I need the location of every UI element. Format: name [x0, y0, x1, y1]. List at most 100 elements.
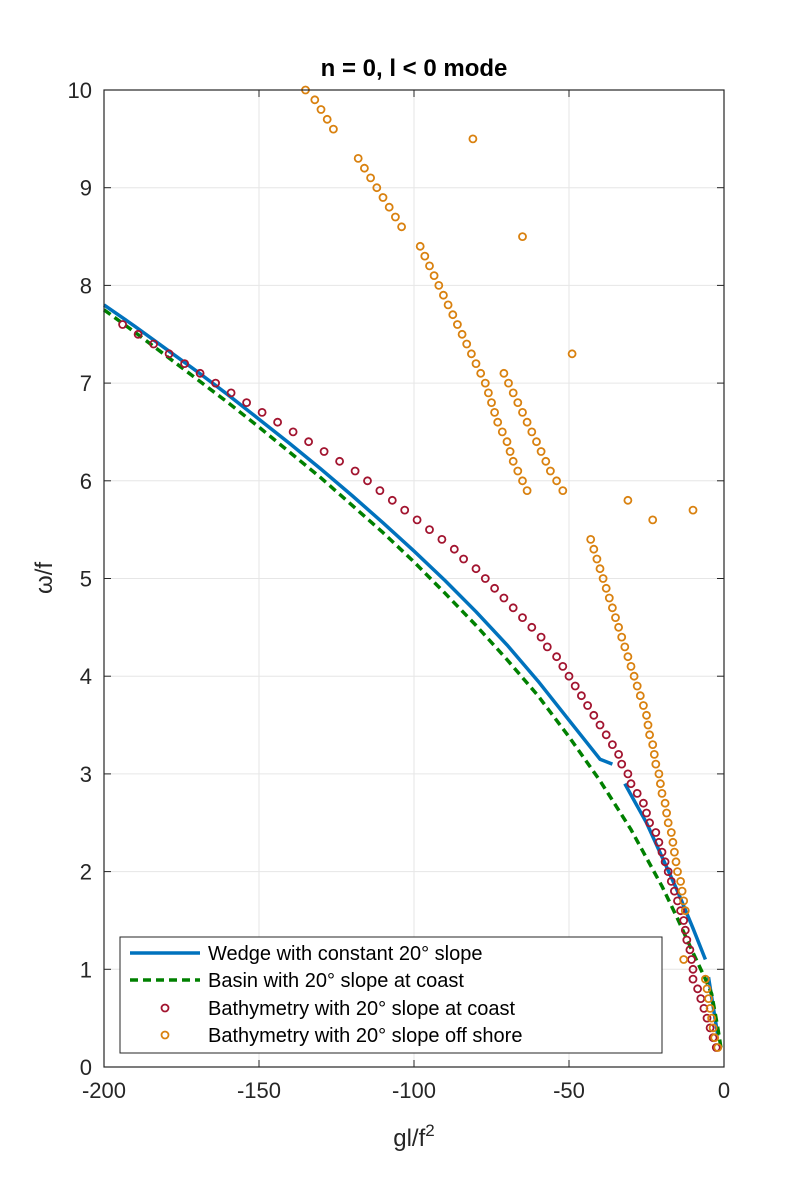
series-3-point: [457, 329, 467, 339]
series-3-point: [601, 583, 611, 593]
series-2-point: [288, 427, 298, 437]
series-2-point: [319, 447, 329, 456]
series-3-point: [483, 388, 493, 398]
series-2-point: [350, 466, 360, 476]
series-3-point: [518, 476, 527, 486]
x-axis-label: gl/f2: [393, 1121, 434, 1152]
y-tick-label: 2: [80, 860, 92, 885]
series-2-point: [617, 759, 627, 769]
series-3-point: [713, 1043, 723, 1052]
series-3-point: [595, 564, 605, 574]
series-3-point: [438, 290, 448, 300]
series-2-point: [375, 486, 385, 496]
series-3-point: [589, 544, 599, 554]
series-2-point: [623, 769, 633, 779]
legend-label-bathymetry-coast: Bathymetry with 20° slope at coast: [208, 998, 515, 1020]
series-3-point: [353, 153, 363, 163]
series-2-point: [536, 632, 546, 642]
series-2-point: [657, 847, 667, 857]
series-2-point: [242, 398, 252, 408]
legend-box: [119, 936, 663, 1054]
series-3-point: [546, 466, 555, 476]
series-3-point: [493, 417, 503, 427]
series-2-point: [705, 1023, 715, 1033]
series-3-point: [654, 769, 664, 779]
legend-label-bathymetry-offshore: Bathymetry with 20° slope off shore: [208, 1025, 522, 1047]
series-3-point: [476, 368, 486, 378]
series-3-point: [707, 1013, 716, 1023]
series-3-point: [359, 163, 369, 173]
series-3-point: [668, 837, 678, 847]
series-3-point: [316, 105, 326, 114]
series-2-point: [518, 613, 527, 622]
series-3-point: [643, 720, 653, 730]
series-2-point: [680, 925, 690, 935]
x-axis-label-text: gl/f: [393, 1125, 425, 1152]
series-2-point: [608, 740, 617, 749]
series-3-point: [552, 476, 561, 486]
series-2-point: [570, 681, 580, 691]
series-3-point: [629, 671, 639, 681]
legend-swatch-bathymetry-offshore: [160, 1030, 170, 1040]
series-2-point: [527, 622, 537, 632]
series-2-point: [688, 974, 698, 984]
series-3-point: [378, 193, 388, 202]
y-tick-label: 3: [80, 762, 92, 787]
series-3-point: [648, 515, 658, 525]
y-tick-label: 10: [68, 78, 92, 103]
series-3-point: [466, 349, 476, 359]
x-tick-label: -50: [553, 1078, 585, 1103]
series-3-point: [702, 984, 712, 994]
series-3-point: [536, 447, 546, 456]
series-2-point: [639, 798, 648, 808]
series-3-point: [415, 241, 425, 251]
series-2-point: [437, 535, 447, 544]
series-3-point: [651, 759, 661, 769]
series-2-point: [688, 964, 698, 974]
series-3-point: [397, 222, 407, 232]
series-2-point: [583, 701, 592, 710]
series-3-point: [657, 789, 667, 798]
series-3-point: [558, 486, 568, 496]
series-2-point: [595, 720, 605, 730]
series-3-point: [620, 642, 630, 652]
series-2-point: [632, 789, 642, 798]
series-3-point: [679, 955, 689, 964]
legend-label-basin: Basin with 20° slope at coast: [208, 970, 464, 992]
x-tick-label: -200: [82, 1078, 126, 1103]
series-3-point: [704, 994, 713, 1003]
series-2-point: [663, 867, 673, 876]
series-2-point: [679, 916, 689, 925]
series-3-point: [586, 535, 596, 544]
series-3-point: [680, 906, 690, 916]
series-3-point: [499, 368, 509, 378]
series-3-point: [384, 202, 394, 212]
series-2-point: [387, 495, 397, 505]
series-3-point: [527, 427, 537, 437]
series-3-point: [513, 398, 523, 408]
series-2-point: [412, 515, 422, 525]
series-2-point: [400, 505, 410, 515]
series-3-point: [518, 407, 527, 417]
series-2-point: [471, 564, 481, 574]
x-tick-label: -100: [392, 1078, 436, 1103]
series-3-point: [497, 427, 507, 437]
series-2-point: [651, 828, 661, 837]
y-tick-label: 6: [80, 469, 92, 494]
series-3-point: [660, 798, 670, 808]
series-2-point: [273, 417, 283, 427]
series-2-point: [133, 329, 143, 339]
series-2-point: [211, 378, 221, 388]
series-3-point: [452, 320, 462, 329]
series-3-point: [648, 740, 658, 749]
series-3-point: [504, 378, 513, 388]
series-2-point: [499, 593, 509, 603]
series-2-point: [257, 407, 267, 417]
series-3-point: [656, 779, 665, 789]
series-2-point: [118, 320, 127, 329]
series-3-point: [635, 691, 645, 701]
series-3-point: [328, 124, 338, 134]
series-3-point: [508, 388, 518, 398]
series-3-point: [710, 1033, 720, 1043]
